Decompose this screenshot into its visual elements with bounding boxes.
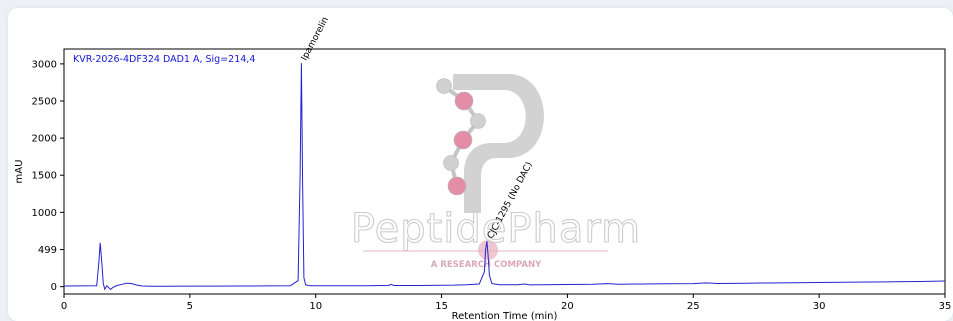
y-tick-label: 2000 [32,134,57,145]
y-tick-label: 2500 [32,96,57,107]
y-axis-title: mAU [14,160,25,184]
x-tick-label: 5 [187,301,193,312]
y-tick-label: 1500 [32,171,57,182]
x-axis-title: Retention Time (min) [452,311,558,321]
logo-atom-pink [447,176,467,196]
chromatogram-trace [63,63,946,291]
x-tick-label: 20 [561,301,574,312]
peptidepharm-watermark-logo: PeptidePharm A RESEARCH COMPANY [350,74,641,270]
chromatogram-chart: PeptidePharm A RESEARCH COMPANY 0 5 10 15 20 2… [14,16,952,321]
trace-title: KVR-2026-4DF324 DAD1 A, Sig=214,4 [73,54,255,65]
x-tick-label: 10 [309,301,322,312]
logo-atom-pink [454,91,474,111]
logo-p-shape [453,74,544,213]
peak-label: Ipamorelin [300,16,331,63]
y-tick-label: 499 [38,245,57,256]
axes: 0 5 10 15 20 25 30 35 0 499 1000 1500 2000 2500 3000 [32,59,952,312]
x-tick-label: 30 [813,301,826,312]
chromatogram-card: PeptidePharm A RESEARCH COMPANY 0 5 10 15 20 2… [8,8,953,321]
watermark-brand-text: PeptidePharm [351,206,641,252]
x-tick-label: 0 [61,301,67,312]
x-tick-label: 15 [435,301,448,312]
logo-atom-pink [453,130,473,150]
logo-atom-grey [436,78,452,94]
plot-frame [63,48,946,295]
watermark-tagline: A RESEARCH COMPANY [431,260,542,270]
y-tick-label: 0 [51,282,57,293]
x-tick-label: 25 [687,301,700,312]
logo-atom-grey [470,113,486,129]
y-tick-label: 3000 [32,59,57,70]
y-tick-label: 1000 [32,208,57,219]
logo-atom-grey [443,155,459,171]
x-tick-label: 35 [939,301,952,312]
